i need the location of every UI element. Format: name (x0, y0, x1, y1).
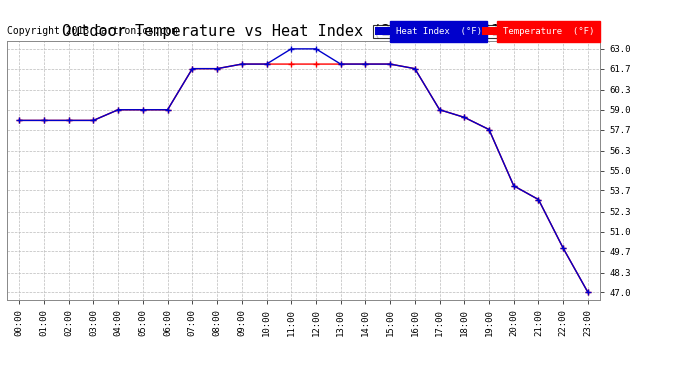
Text: Copyright 2013 Cartronics.com: Copyright 2013 Cartronics.com (7, 26, 177, 36)
Title: Outdoor Temperature vs Heat Index (24 Hours) 20131031: Outdoor Temperature vs Heat Index (24 Ho… (62, 24, 545, 39)
Legend: Heat Index  (°F), Temperature  (°F): Heat Index (°F), Temperature (°F) (373, 25, 595, 38)
